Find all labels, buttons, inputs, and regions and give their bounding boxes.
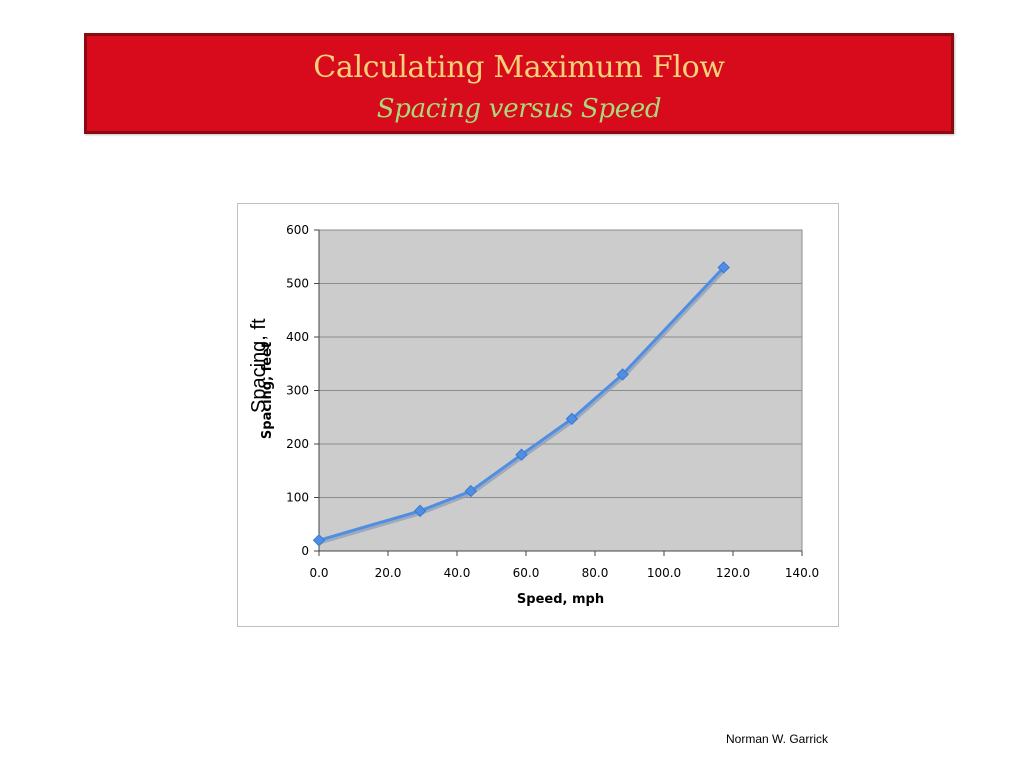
data-point	[616, 368, 629, 381]
y-tick-label: 200	[286, 437, 309, 451]
data-point	[464, 484, 478, 498]
y-tick-label: 300	[286, 384, 309, 398]
title-banner: Calculating Maximum Flow Spacing versus …	[84, 33, 954, 134]
x-axis-title: Speed, mph	[517, 592, 604, 607]
data-point	[413, 504, 427, 518]
y-tick-label: 500	[286, 277, 309, 291]
x-tick-label: 0.0	[309, 566, 328, 580]
slide-subtitle: Spacing versus Speed	[376, 94, 662, 124]
author-footer: Norman W. Garrick	[726, 732, 829, 746]
y-tick-label: 400	[286, 330, 309, 344]
slide-title: Calculating Maximum Flow	[313, 50, 725, 85]
x-tick-label: 20.0	[375, 566, 402, 580]
x-tick-label: 80.0	[582, 566, 609, 580]
overlay-y-axis-label: Spacing, ft	[248, 318, 270, 413]
x-tick-label: 100.0	[647, 566, 681, 580]
spacing-speed-chart: 0 100 200 300 400 500 600 0.0 20.0 40.0 60.0 80.0 10…	[260, 223, 819, 607]
x-tick-label: 40.0	[444, 566, 471, 580]
chart-frame: 0 100 200 300 400 500 600 0.0 20.0 40.0 60.0 80.0 10…	[237, 203, 839, 627]
y-axis-title: Spacing, feet	[260, 342, 275, 439]
y-tick-label: 600	[286, 223, 309, 237]
data-point	[717, 261, 730, 274]
y-tick-label: 0	[301, 544, 309, 558]
data-point	[515, 448, 528, 461]
x-tick-label: 60.0	[513, 566, 540, 580]
x-tick-label: 140.0	[785, 566, 819, 580]
x-tick-label: 120.0	[716, 566, 750, 580]
data-point	[312, 534, 326, 547]
data-point	[565, 412, 579, 426]
y-tick-label: 100	[286, 491, 309, 505]
